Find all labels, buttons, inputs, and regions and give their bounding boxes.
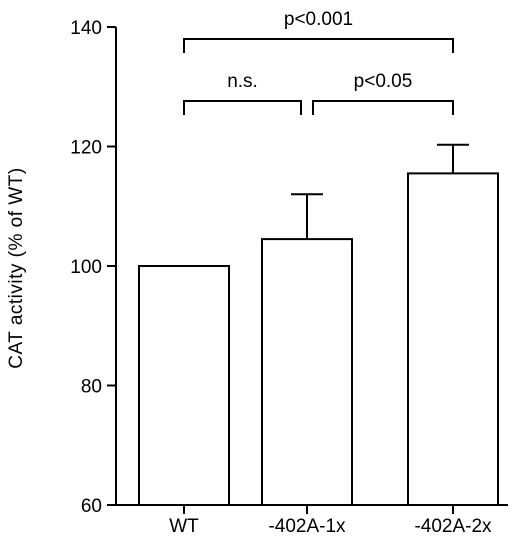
bars	[138, 172, 499, 507]
bar	[407, 172, 499, 506]
significance-label: n.s.	[227, 71, 258, 92]
x-tick-label: -402A-1x	[268, 516, 346, 537]
x-axis: WT -402A-1x -402A-2x	[116, 504, 508, 537]
y-tick-label: 140	[70, 18, 102, 39]
error-bars	[291, 143, 469, 240]
significance-bracket: n.s.	[183, 71, 302, 115]
significance-bracket: p<0.05	[312, 71, 454, 115]
y-axis-title: CAT activity (% of WT)	[6, 167, 27, 368]
significance-brackets: p<0.001 n.s. p<0.05	[183, 9, 454, 115]
significance-bracket: p<0.001	[183, 9, 454, 53]
x-tick-label: -402A-2x	[414, 516, 492, 537]
y-tick-label: 100	[70, 257, 102, 278]
y-tick-label: 120	[70, 138, 102, 159]
y-tick-label: 80	[81, 377, 102, 398]
y-tick-label: 60	[81, 496, 102, 517]
error-bar	[291, 193, 323, 240]
error-bar	[437, 143, 469, 174]
x-tick-label: WT	[169, 516, 199, 537]
y-axis: 60 80 100 120 140	[70, 18, 117, 517]
significance-label: p<0.001	[284, 9, 353, 30]
bar	[138, 265, 230, 506]
significance-label: p<0.05	[354, 71, 413, 92]
bar	[261, 238, 353, 507]
